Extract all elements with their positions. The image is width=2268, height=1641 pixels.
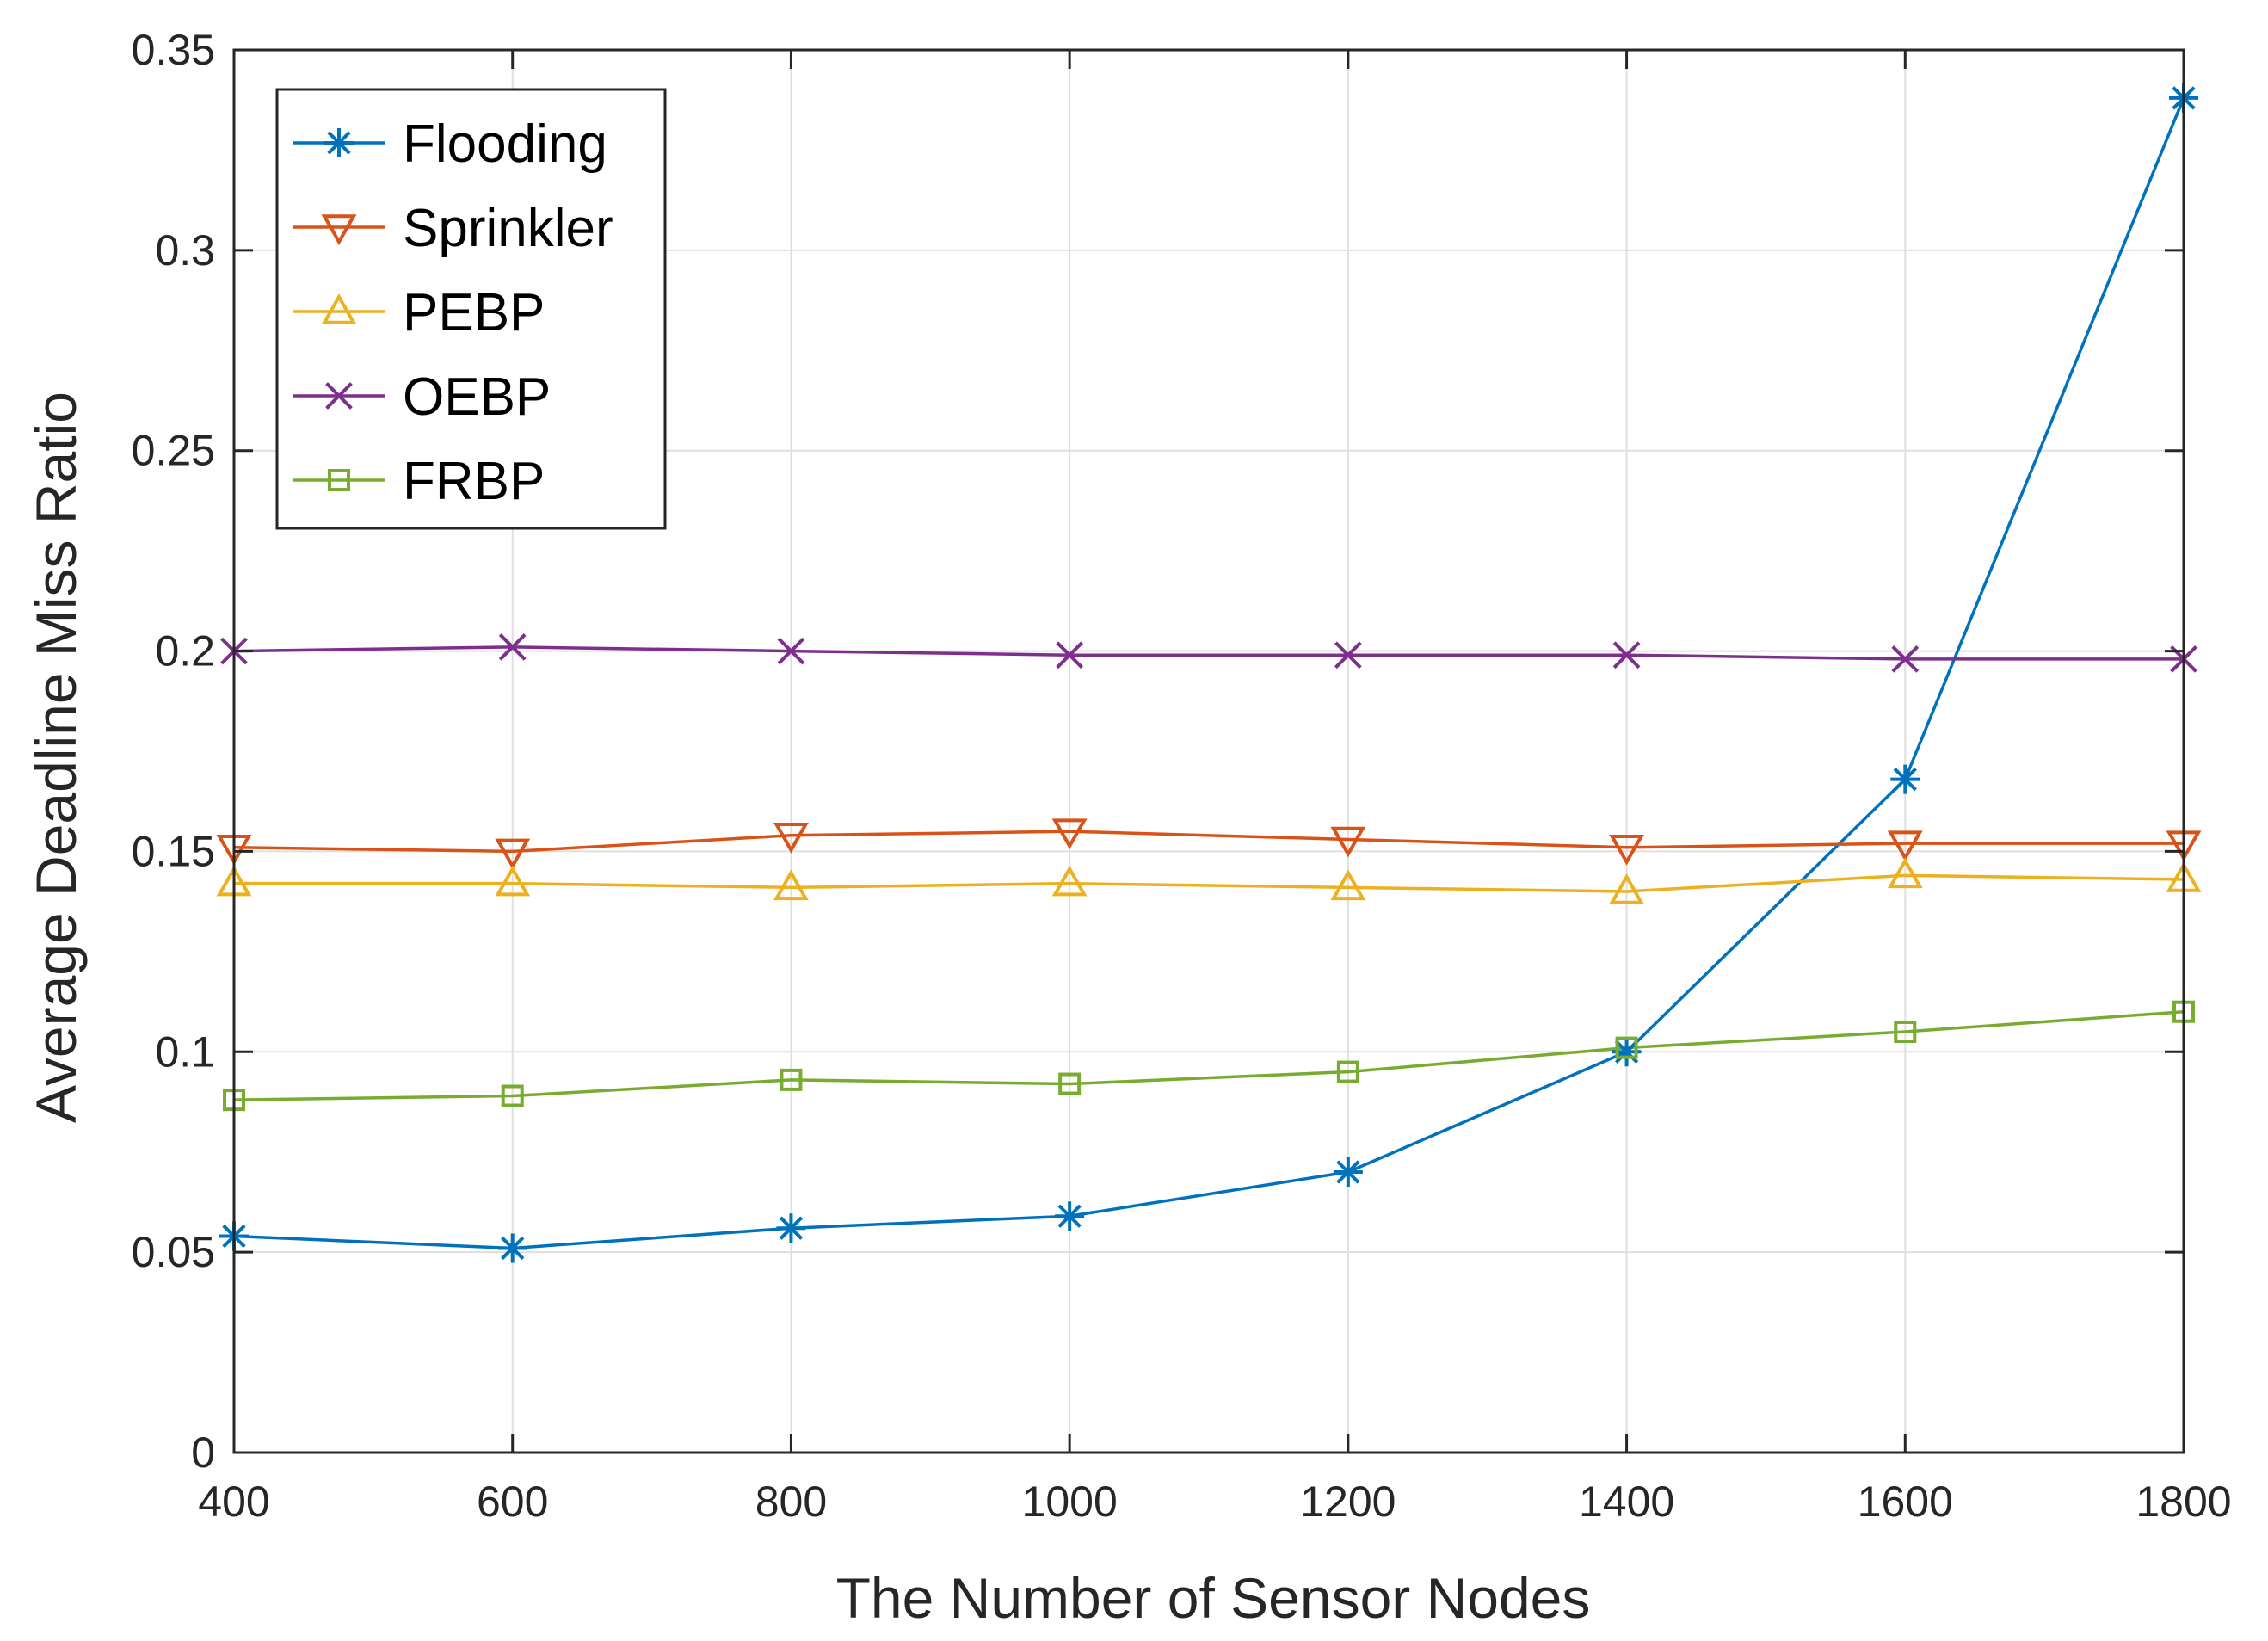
data-point-frbp	[501, 1084, 524, 1107]
data-point-oebp	[1891, 645, 1920, 673]
data-point-sprinkler	[1609, 835, 1645, 866]
data-point-pebp	[495, 865, 531, 897]
data-point-frbp	[780, 1068, 803, 1091]
x-tick-label: 1400	[1579, 1478, 1674, 1526]
y-tick-label: 0.25	[132, 427, 215, 475]
legend-label-frbp: FRBP	[403, 452, 545, 511]
data-point-pebp	[773, 869, 809, 901]
data-point-oebp	[498, 633, 527, 661]
y-axis-label: Average Deadline Miss Ratio	[24, 392, 88, 1123]
data-point-oebp	[1334, 641, 1362, 669]
data-point-flooding	[1055, 1201, 1085, 1231]
y-tick-label: 0.1	[155, 1027, 215, 1076]
data-point-frbp	[1615, 1036, 1638, 1059]
y-tick-label: 0	[191, 1428, 215, 1477]
axis-ticks	[232, 48, 2185, 1454]
y-tick-label: 0.15	[132, 827, 215, 875]
x-tick-label: 800	[755, 1478, 827, 1526]
series-line-oebp	[233, 645, 2184, 661]
data-point-sprinkler	[1330, 826, 1366, 858]
data-point-oebp	[1056, 641, 1084, 669]
y-tick-label: 0.35	[132, 26, 215, 74]
data-point-flooding	[1612, 1037, 1642, 1067]
data-point-pebp	[1330, 869, 1366, 901]
x-tick-label: 1000	[1022, 1478, 1118, 1526]
x-tick-label: 400	[198, 1478, 269, 1526]
legend-label-sprinkler: Sprinkler	[403, 199, 613, 258]
plot-area-frame	[232, 48, 2185, 1454]
data-point-sprinkler	[1051, 818, 1088, 850]
y-tick-label: 0.3	[155, 226, 215, 275]
data-point-sprinkler	[495, 838, 531, 870]
data-point-frbp	[1894, 1021, 1917, 1043]
y-tick-label: 0.05	[132, 1228, 215, 1276]
data-point-sprinkler	[773, 823, 809, 854]
y-tick-label: 0.2	[155, 627, 215, 676]
data-point-flooding	[1333, 1157, 1363, 1187]
legend-marker-pebp	[321, 293, 357, 324]
data-point-flooding	[776, 1213, 806, 1243]
x-tick-label: 1600	[1858, 1478, 1953, 1526]
x-axis-label: The Number of Sensor Nodes	[836, 1566, 1591, 1630]
x-axis-tick-labels: 400 600 800 1000 1200 1400 1600 1800	[198, 1478, 2231, 1526]
data-point-flooding	[1890, 764, 1920, 794]
legend-label-flooding: Flooding	[403, 114, 607, 174]
data-point-oebp	[1612, 641, 1641, 669]
legend: Flooding Sprinkler PEBP OEBP FRBP	[275, 88, 667, 530]
series-line-frbp	[233, 1009, 2185, 1101]
x-tick-label: 1200	[1300, 1478, 1396, 1526]
legend-marker-sprinkler	[321, 214, 357, 246]
data-point-frbp	[1336, 1060, 1359, 1083]
series-line-pebp	[234, 873, 2185, 893]
data-point-pebp	[1051, 865, 1088, 897]
legend-box	[275, 88, 667, 530]
legend-label-oebp: OEBP	[403, 367, 551, 427]
legend-marker-oebp	[325, 382, 353, 410]
y-axis-tick-labels: 0 0.05 0.1 0.15 0.2 0.25 0.3 0.35	[132, 26, 215, 1477]
series-lines	[233, 97, 2185, 1250]
x-tick-label: 1800	[2135, 1478, 2231, 1526]
series-line-sprinkler	[233, 830, 2184, 854]
series-line-flooding	[233, 97, 2185, 1250]
data-point-pebp	[1887, 857, 1923, 889]
data-point-sprinkler	[1887, 830, 1923, 862]
x-tick-label: 600	[477, 1478, 548, 1526]
data-point-oebp	[777, 637, 805, 665]
data-point-frbp	[1058, 1072, 1082, 1095]
data-point-pebp	[1609, 873, 1645, 904]
legend-marker-frbp	[328, 469, 350, 491]
legend-label-pebp: PEBP	[403, 283, 545, 342]
legend-marker-flooding	[324, 128, 354, 157]
data-point-flooding	[497, 1233, 527, 1263]
